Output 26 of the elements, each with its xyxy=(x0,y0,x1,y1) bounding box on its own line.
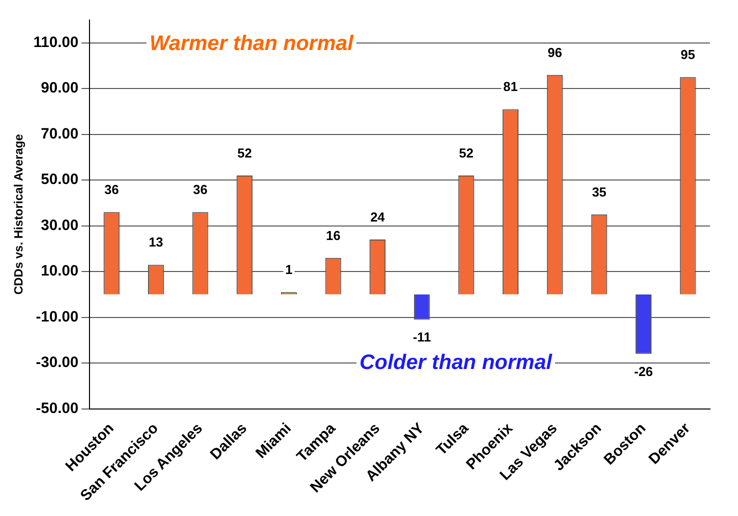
data-label: 16 xyxy=(326,228,340,243)
data-label: 1 xyxy=(285,262,293,278)
data-label: 24 xyxy=(370,210,386,225)
y-tick-label: 10.00 xyxy=(40,262,78,280)
data-label: 81 xyxy=(503,79,518,94)
y-tick-label: 110.00 xyxy=(33,34,78,52)
y-tick-label: 70.00 xyxy=(40,125,78,142)
y-axis-title: CDDs vs. Historical Average xyxy=(12,134,26,295)
data-label: 96 xyxy=(548,44,562,60)
data-label: 52 xyxy=(237,146,252,161)
data-label: -11 xyxy=(412,330,431,345)
data-label: 36 xyxy=(193,182,208,198)
data-label: 13 xyxy=(148,234,164,250)
data-label: 95 xyxy=(680,47,696,62)
y-tick-label: 90.00 xyxy=(40,80,78,97)
data-label: 36 xyxy=(104,182,119,198)
data-label: 35 xyxy=(592,184,606,200)
y-tick-label: -50.00 xyxy=(36,400,78,417)
annotation: Colder than normal xyxy=(359,350,554,374)
y-tick-label: -30.00 xyxy=(36,354,78,372)
data-label: -26 xyxy=(634,364,653,379)
y-tick-label: 30.00 xyxy=(40,216,78,234)
data-label: 52 xyxy=(458,146,474,161)
y-tick-label: 50.00 xyxy=(40,171,78,188)
y-tick-label: -10.00 xyxy=(36,308,78,326)
annotation: Warmer than normal xyxy=(149,32,354,55)
